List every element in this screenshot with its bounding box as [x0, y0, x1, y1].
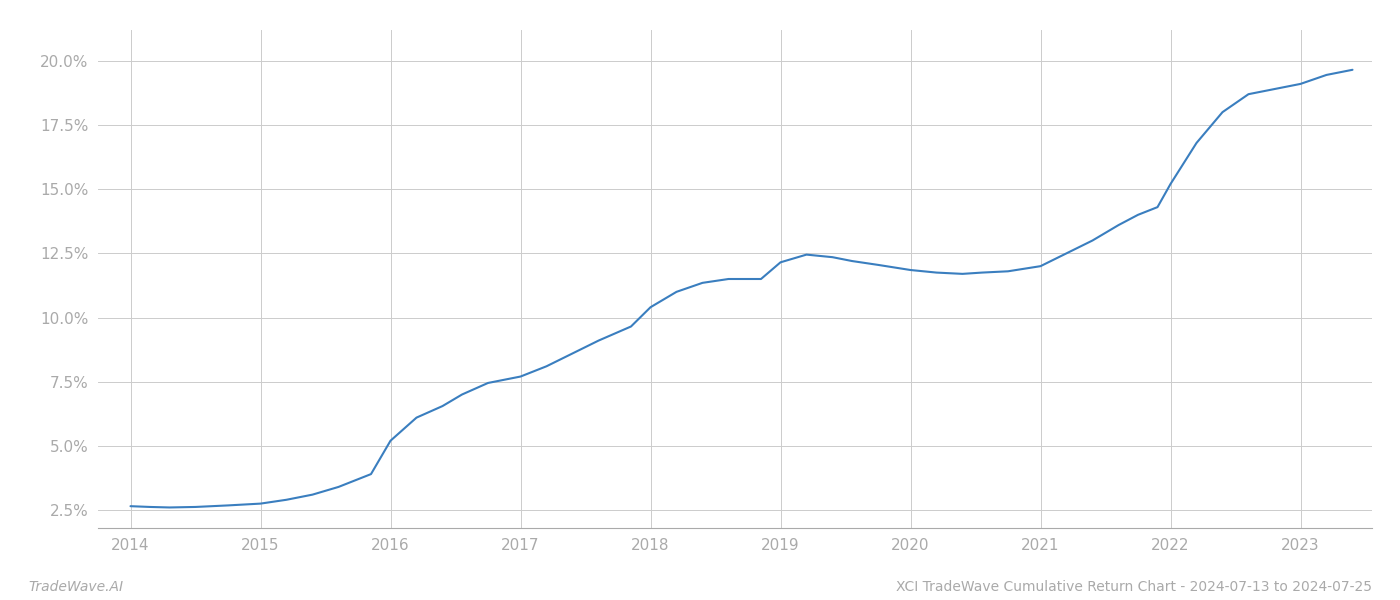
Text: XCI TradeWave Cumulative Return Chart - 2024-07-13 to 2024-07-25: XCI TradeWave Cumulative Return Chart - …	[896, 580, 1372, 594]
Text: TradeWave.AI: TradeWave.AI	[28, 580, 123, 594]
